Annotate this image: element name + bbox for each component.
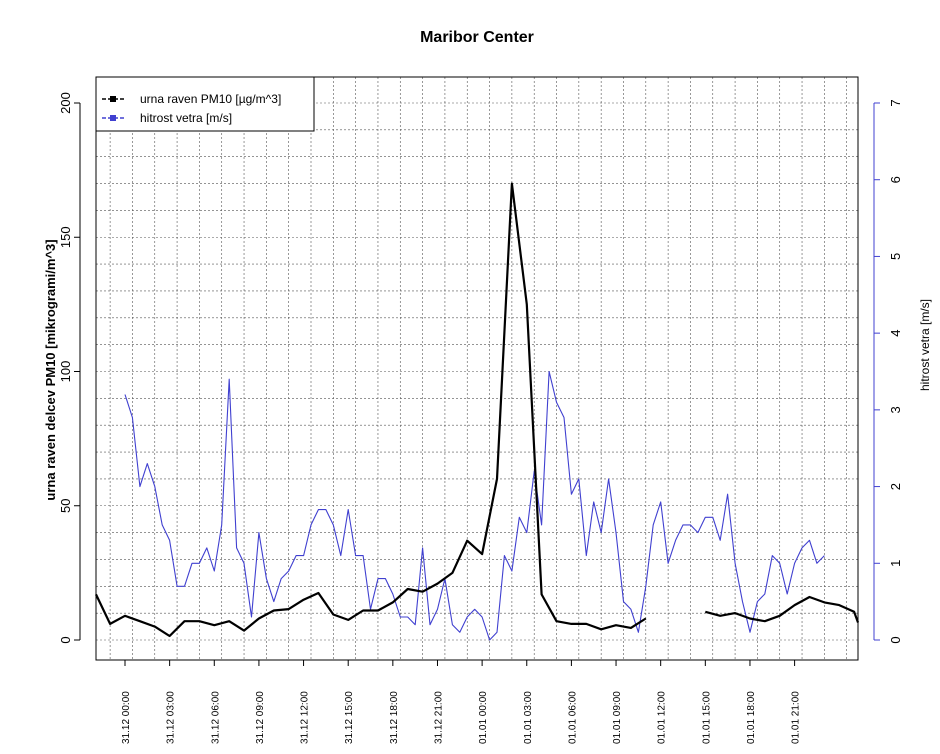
legend-marker-pm10 bbox=[110, 96, 116, 102]
x-tick-label: 31.12 00:00 bbox=[121, 691, 132, 744]
x-tick-label: 31.12 06:00 bbox=[210, 691, 221, 744]
y-axis-right: 0 1 2 3 4 5 6 7 bbox=[873, 99, 903, 644]
y-axis-label-right: hitrost vetra [m/s] bbox=[918, 299, 932, 391]
legend-label-pm10: urna raven PM10 [µg/m^3] bbox=[140, 92, 281, 106]
series-pm10-line bbox=[705, 595, 860, 623]
y-tick-label-right: 2 bbox=[888, 483, 903, 490]
x-tick-label: 31.12 15:00 bbox=[344, 691, 355, 744]
x-tick-label: 01.01 00:00 bbox=[478, 691, 489, 744]
series-layer bbox=[95, 182, 860, 641]
x-tick-label: 31.12 18:00 bbox=[389, 691, 400, 744]
y-axis-label-left: urna raven delcev PM10 [mikrogrami/m^3] bbox=[43, 239, 58, 500]
grid bbox=[96, 77, 858, 660]
y-tick-label-left: 150 bbox=[58, 226, 73, 248]
x-axis: 31.12 00:00 31.12 03:00 31.12 06:00 31.12 0… bbox=[121, 660, 802, 744]
x-tick-label: 01.01 03:00 bbox=[523, 691, 534, 744]
chart-title: Maribor Center bbox=[420, 29, 534, 46]
y-tick-label-left: 50 bbox=[58, 499, 73, 513]
y-tick-label-right: 3 bbox=[888, 406, 903, 413]
series-pm10-line bbox=[95, 182, 647, 638]
y-tick-label-right: 7 bbox=[888, 99, 903, 106]
x-tick-label: 01.01 15:00 bbox=[701, 691, 712, 744]
y-tick-label-right: 6 bbox=[888, 176, 903, 183]
y-tick-label-right: 1 bbox=[888, 560, 903, 567]
y-tick-label-left: 100 bbox=[58, 361, 73, 383]
y-tick-label-left: 0 bbox=[58, 636, 73, 643]
x-tick-label: 31.12 03:00 bbox=[166, 691, 177, 744]
x-tick-label: 01.01 18:00 bbox=[746, 691, 757, 744]
x-tick-label: 01.01 06:00 bbox=[567, 691, 578, 744]
y-tick-label-right: 0 bbox=[888, 636, 903, 643]
x-tick-label: 31.12 21:00 bbox=[433, 691, 444, 744]
y-tick-label-left: 200 bbox=[58, 92, 73, 114]
legend-marker-wind bbox=[110, 115, 116, 121]
legend-box bbox=[95, 76, 315, 132]
x-tick-label: 31.12 12:00 bbox=[300, 691, 311, 744]
legend: urna raven PM10 [µg/m^3] hitrost vetra [… bbox=[95, 76, 315, 132]
x-tick-label: 31.12 09:00 bbox=[255, 691, 266, 744]
x-tick-label: 01.01 09:00 bbox=[612, 691, 623, 744]
y-tick-label-right: 4 bbox=[888, 330, 903, 337]
x-tick-label: 01.01 21:00 bbox=[791, 691, 802, 744]
series-wind-line bbox=[124, 370, 825, 641]
y-tick-label-right: 5 bbox=[888, 253, 903, 260]
x-tick-label: 01.01 12:00 bbox=[657, 691, 668, 744]
y-axis-left: 0 50 100 150 200 bbox=[58, 92, 81, 644]
legend-label-wind: hitrost vetra [m/s] bbox=[140, 111, 232, 125]
plot-frame bbox=[95, 76, 859, 661]
